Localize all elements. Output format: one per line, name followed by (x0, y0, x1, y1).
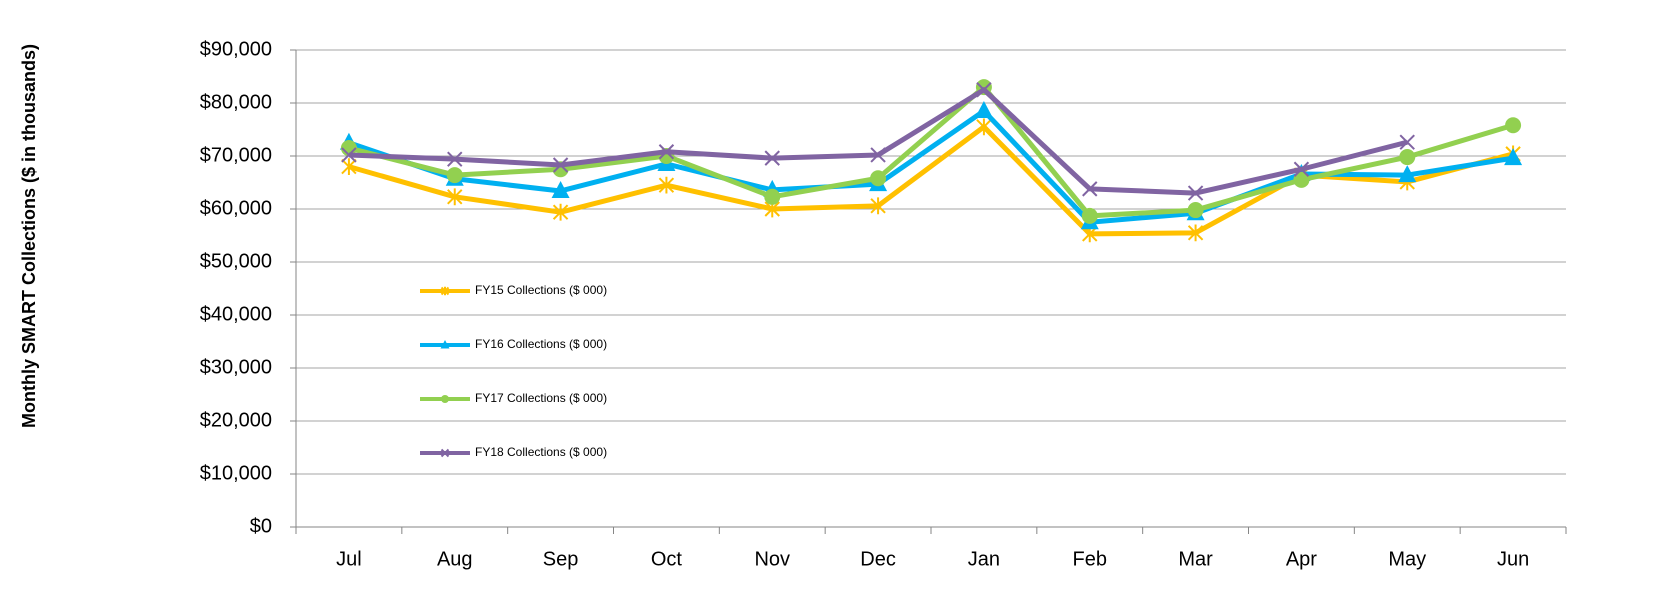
y-tick-label: $10,000 (200, 462, 272, 484)
marker (1399, 134, 1415, 150)
x-tick-label: Oct (651, 548, 683, 570)
legend-label: FY17 Collections ($ 000) (475, 391, 607, 405)
marker (440, 340, 450, 349)
x-tick-label: Mar (1178, 548, 1213, 570)
marker (974, 100, 993, 118)
marker (552, 157, 569, 173)
y-tick-label: $80,000 (200, 91, 272, 113)
marker (440, 286, 450, 296)
marker (1081, 207, 1098, 224)
legend-label: FY15 Collections ($ 000) (475, 283, 607, 297)
x-tick-label: May (1388, 548, 1426, 570)
marker (1293, 171, 1310, 188)
marker (870, 197, 886, 215)
marker (764, 188, 781, 205)
marker (440, 448, 450, 458)
x-tick-label: Apr (1286, 548, 1317, 570)
marker (341, 147, 357, 163)
marker (1187, 224, 1204, 242)
marker (658, 176, 675, 194)
y-tick-label: $30,000 (200, 356, 272, 378)
marker (870, 147, 886, 163)
marker (551, 180, 570, 198)
series-line (348, 124, 1514, 237)
marker (441, 395, 449, 403)
marker (1399, 149, 1416, 166)
y-tick-label: $60,000 (200, 197, 272, 219)
x-tick-label: Jan (968, 548, 1000, 570)
x-tick-label: Dec (860, 548, 896, 570)
legend-label: FY16 Collections ($ 000) (475, 337, 607, 351)
x-tick-label: Sep (543, 548, 579, 570)
marker (1398, 165, 1417, 183)
marker (764, 150, 780, 166)
marker (447, 188, 463, 206)
x-tick-label: Aug (437, 548, 473, 570)
marker (1187, 185, 1204, 201)
y-axis-title: Monthly SMART Collections ($ in thousand… (19, 44, 39, 428)
marker (1293, 161, 1310, 177)
marker (552, 203, 569, 221)
x-tick-label: Feb (1073, 548, 1107, 570)
marker (1187, 202, 1204, 219)
marker (976, 82, 992, 98)
series-line (348, 84, 1514, 219)
marker (1505, 117, 1522, 134)
marker (1082, 181, 1098, 197)
marker (446, 167, 463, 184)
y-tick-label: $20,000 (200, 409, 272, 431)
marker (658, 144, 675, 160)
y-tick-label: $90,000 (200, 38, 272, 60)
y-tick-label: $0 (250, 515, 272, 537)
legend-label: FY18 Collections ($ 000) (475, 445, 607, 459)
x-tick-label: Nov (754, 548, 790, 570)
x-tick-label: Jun (1497, 548, 1529, 570)
y-tick-label: $50,000 (200, 250, 272, 272)
y-tick-label: $40,000 (200, 303, 272, 325)
marker (870, 170, 887, 187)
marker (1504, 148, 1523, 166)
marker (976, 118, 992, 136)
y-tick-label: $70,000 (200, 144, 272, 166)
x-tick-label: Jul (336, 548, 362, 570)
marker (447, 151, 463, 167)
marker (341, 158, 357, 175)
